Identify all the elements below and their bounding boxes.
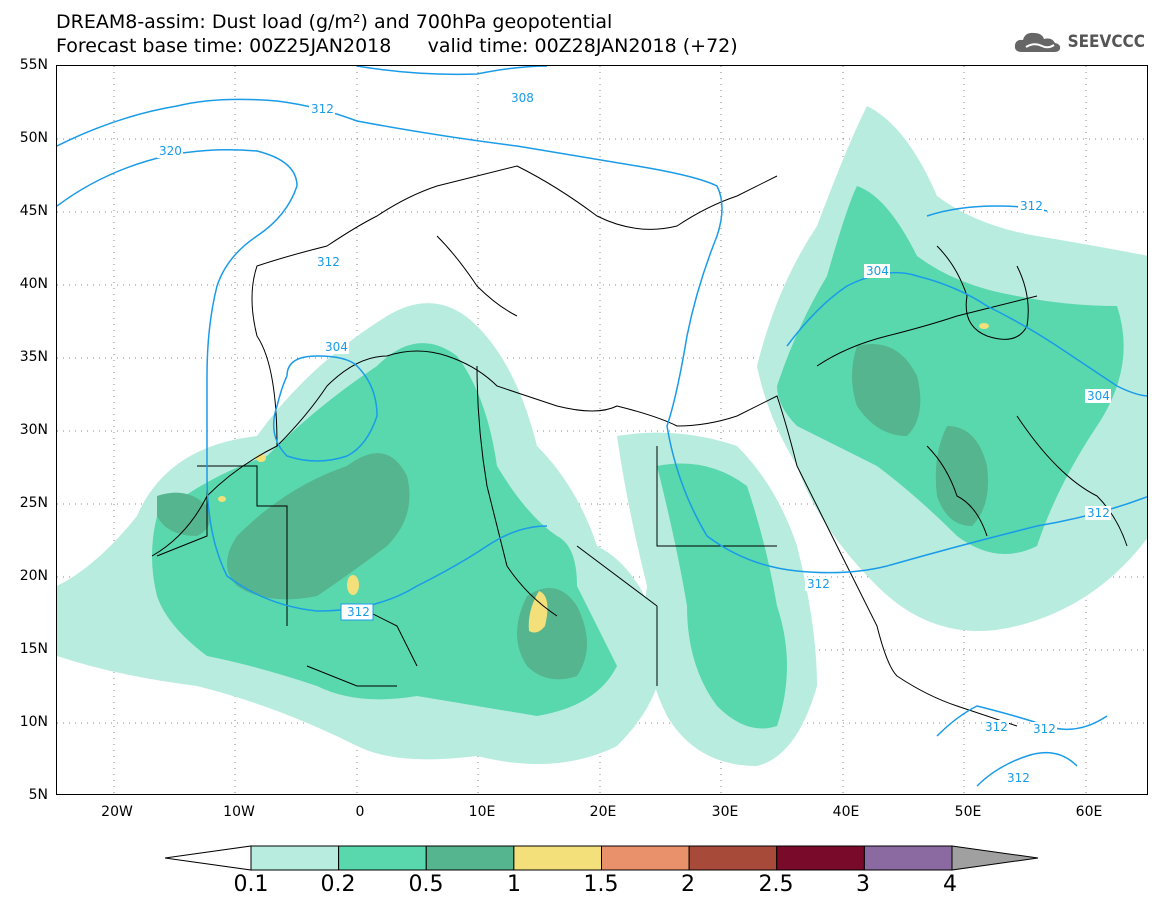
contour-label: 312 xyxy=(347,605,370,619)
contour-label: 312 xyxy=(1020,199,1043,213)
map-title: DREAM8-assim: Dust load (g/m²) and 700hP… xyxy=(56,11,613,33)
lat-label: 20N xyxy=(19,568,48,584)
colorbar xyxy=(164,845,1045,875)
lat-label: 55N xyxy=(19,57,48,73)
lat-label: 50N xyxy=(19,130,48,146)
contour-label: 304 xyxy=(866,264,889,278)
lon-label: 10W xyxy=(223,804,255,820)
lat-label: 30N xyxy=(19,422,48,438)
colorbar-label: 2.5 xyxy=(758,872,794,897)
map-subtitle-times: Forecast base time: 00Z25JAN2018 valid t… xyxy=(56,35,738,57)
contour-label: 304 xyxy=(1087,389,1110,403)
colorbar-box xyxy=(425,845,515,871)
dust-field-max xyxy=(218,323,989,633)
contour-label: 312 xyxy=(317,255,340,269)
coastlines xyxy=(151,165,1128,727)
lat-label: 10N xyxy=(19,714,48,730)
contour-label: 312 xyxy=(1033,722,1056,736)
colorbar-box xyxy=(688,845,778,871)
colorbar-under-triangle xyxy=(164,845,252,871)
contour-label: 312 xyxy=(311,102,334,116)
lon-label: 0 xyxy=(355,804,365,820)
geopotential-contours xyxy=(57,66,1147,787)
lon-label: 60E xyxy=(1075,804,1103,820)
seevccc-logo: SEEVCCC xyxy=(1012,28,1145,56)
lon-label: 40E xyxy=(832,804,860,820)
contour-label: 312 xyxy=(1087,506,1110,520)
colorbar-label: 2 xyxy=(681,872,695,897)
contour-label: 320 xyxy=(159,144,182,158)
contour-label: 312 xyxy=(807,577,830,591)
lat-label: 15N xyxy=(19,641,48,657)
contour-label: 312 xyxy=(985,720,1008,734)
colorbar-label: 0.1 xyxy=(233,872,269,897)
colorbar-label: 0.2 xyxy=(320,872,356,897)
colorbar-box xyxy=(863,845,953,871)
colorbar-box xyxy=(776,845,865,871)
contour-label: 312 xyxy=(1007,771,1030,785)
contour-label: 304 xyxy=(325,340,348,354)
lon-label: 20E xyxy=(589,804,617,820)
contour-labels: 312 308 320 312 304 312 304 312 304 312 … xyxy=(157,91,1111,785)
lat-label: 35N xyxy=(19,349,48,365)
lat-label: 5N xyxy=(28,787,48,803)
lat-label: 40N xyxy=(19,276,48,292)
colorbar-label: 0.5 xyxy=(408,872,444,897)
lat-label: 45N xyxy=(19,203,48,219)
lon-label: 10E xyxy=(468,804,496,820)
lon-label: 30E xyxy=(711,804,739,820)
lon-label: 50E xyxy=(954,804,982,820)
map-panel: 312 308 320 312 304 312 304 312 304 312 … xyxy=(56,65,1148,795)
colorbar-label: 3 xyxy=(856,872,870,897)
dust-field-dark xyxy=(157,344,988,680)
dust-map: 312 308 320 312 304 312 304 312 304 312 … xyxy=(57,66,1147,794)
colorbar-box xyxy=(250,845,340,871)
colorbar-label: 1.5 xyxy=(583,872,619,897)
lat-label: 25N xyxy=(19,495,48,511)
colorbar-label: 4 xyxy=(943,872,957,897)
cloud-icon xyxy=(1014,32,1060,52)
contour-label: 308 xyxy=(511,91,534,105)
colorbar-over-triangle xyxy=(951,845,1039,871)
logo-text: SEEVCCC xyxy=(1067,32,1145,52)
colorbar-box xyxy=(601,845,690,871)
colorbar-box xyxy=(513,845,602,871)
lon-label: 20W xyxy=(101,804,133,820)
colorbar-boxes xyxy=(250,845,953,871)
colorbar-box xyxy=(338,845,427,871)
colorbar-label: 1 xyxy=(507,872,521,897)
